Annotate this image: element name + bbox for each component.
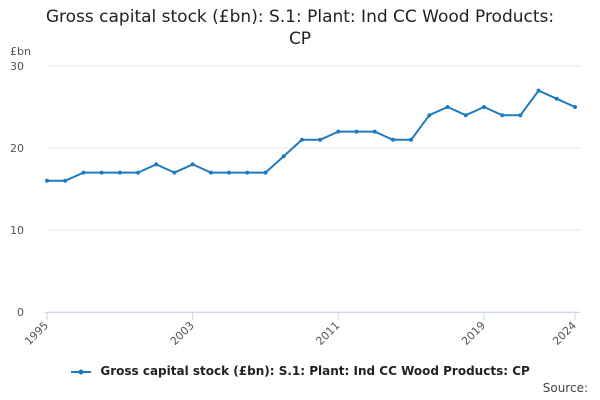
data-point: [81, 170, 86, 175]
data-point: [45, 178, 49, 183]
data-point: [263, 170, 268, 175]
data-point: [245, 170, 250, 175]
y-tick-label: 30: [10, 60, 24, 73]
data-point: [390, 137, 395, 142]
legend[interactable]: Gross capital stock (£bn): S.1: Plant: I…: [0, 364, 600, 378]
data-point: [554, 96, 559, 101]
chart-title: Gross capital stock (£bn): S.1: Plant: I…: [0, 6, 600, 50]
data-point: [208, 170, 213, 175]
axes: 0 10 20 30 £bn 1995 2003 2011 2019 2024: [10, 45, 580, 348]
data-point: [354, 129, 359, 134]
data-point: [409, 137, 414, 142]
x-tick-label: 2011: [313, 319, 342, 348]
legend-series-name: Gross capital stock (£bn): S.1: Plant: I…: [100, 364, 530, 378]
y-tick-label: 10: [10, 224, 24, 237]
x-tick-label: 2003: [168, 319, 197, 348]
data-point: [445, 105, 450, 109]
data-point: [136, 170, 141, 175]
data-point: [573, 105, 577, 109]
data-point: [299, 137, 304, 142]
data-point: [336, 129, 341, 134]
chart-title-text: Gross capital stock (£bn): S.1: Plant: I…: [45, 7, 555, 49]
data-point: [117, 170, 122, 175]
data-point: [427, 113, 432, 118]
data-point: [227, 170, 232, 175]
data-point: [318, 137, 323, 142]
series-line: [47, 89, 576, 182]
data-point: [463, 113, 468, 118]
x-tick-label: 2024: [550, 319, 579, 348]
gridlines: [47, 65, 580, 313]
x-tick-label: 1995: [22, 319, 51, 348]
data-point: [372, 129, 377, 134]
data-point: [172, 170, 177, 175]
data-point: [281, 154, 286, 159]
data-point: [518, 113, 523, 118]
legend-line-marker: [71, 369, 92, 374]
data-point: [154, 162, 159, 167]
data-point: [481, 105, 486, 109]
data-point: [63, 178, 68, 183]
data-point: [190, 162, 195, 167]
data-point: [536, 88, 541, 93]
x-tick-label: 2019: [459, 319, 488, 348]
series-layer: [45, 88, 577, 183]
data-point: [500, 113, 505, 118]
source-label: Source:: [542, 381, 588, 395]
legend-point: [78, 369, 84, 374]
y-tick-label: 20: [10, 142, 24, 155]
y-axis-unit-label: £bn: [10, 45, 31, 58]
data-point: [99, 170, 104, 175]
y-tick-label: 0: [17, 306, 24, 319]
